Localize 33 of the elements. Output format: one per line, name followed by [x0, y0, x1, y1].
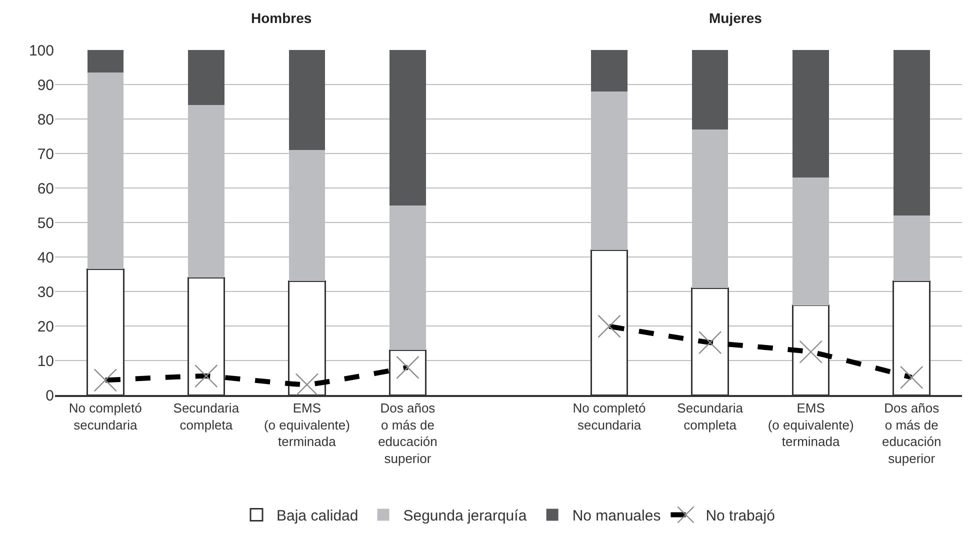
x-tick-label: EMS (o equivalente) terminada [768, 400, 854, 450]
chart-title: Hombres [251, 10, 312, 26]
y-tick-label: 90 [37, 76, 54, 94]
bar [390, 50, 426, 206]
y-tick-label: 30 [37, 284, 54, 301]
x-tick-label: Secundaria completa [677, 400, 744, 432]
bar [288, 50, 326, 150]
y-tick-label: 60 [37, 180, 54, 198]
y-tick-label: 40 [37, 249, 54, 266]
x-tick-label: Dos años o más de educación superior [378, 400, 438, 466]
x-tick-label: EMS (o equivalente) terminada [264, 400, 350, 450]
y-tick-label: 50 [37, 214, 54, 232]
y-tick-label: 10 [37, 352, 54, 370]
y-tick-label: 0 [46, 387, 54, 404]
legend-label: Segunda jerarquía [403, 508, 528, 525]
y-tick-label: 100 [28, 42, 54, 60]
x-tick-label: No completó secundaria [68, 400, 142, 432]
bar [792, 50, 829, 178]
legend-label: No manuales [572, 508, 661, 525]
x-tick-label: No completó secundaria [572, 400, 646, 432]
bar [188, 50, 224, 106]
bar [893, 50, 930, 216]
legend-label: No trabajó [706, 508, 775, 525]
bar [87, 50, 124, 72]
y-tick-label: 20 [37, 318, 54, 336]
chart-title: Mujeres [709, 10, 762, 26]
x-tick-label: Secundaria completa [173, 400, 240, 432]
y-tick-label: 70 [37, 146, 54, 163]
bar [591, 50, 628, 92]
x-tick-label: Dos años o más de educación superior [882, 400, 942, 466]
bar [692, 50, 728, 130]
y-tick-label: 80 [37, 111, 54, 128]
legend-label: Baja calidad [276, 508, 358, 525]
